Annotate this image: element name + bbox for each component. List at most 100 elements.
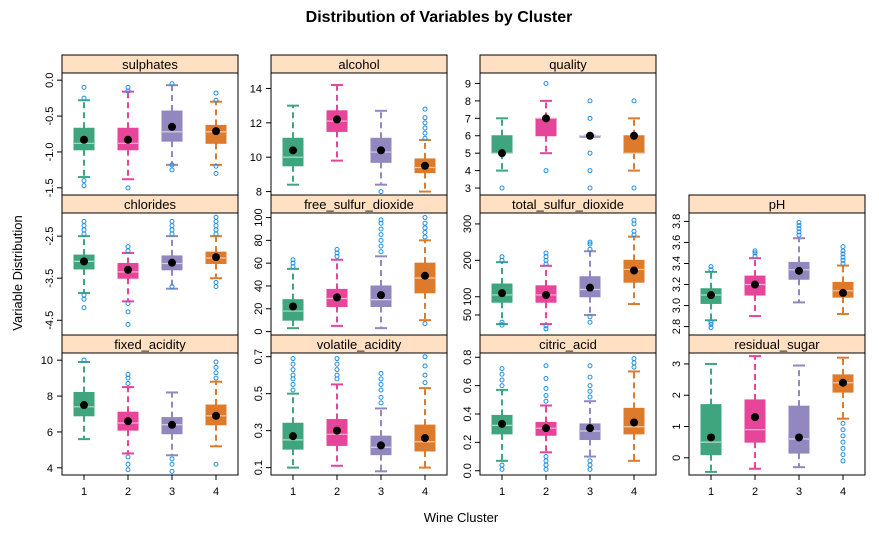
panel-frame-volatile_acidity [270,352,448,476]
outlier-point-3 [499,319,505,325]
outlier-point-5 [543,326,549,332]
y-tick-label-sulphates-0: 0.0 [44,73,56,88]
outlier-point-2 [587,383,593,389]
y-tick-label-fixed_acidity-3: 10 [41,355,53,367]
x-tick-label-citric_acid-3: 4 [631,486,637,498]
outlier-point-0 [125,381,131,386]
mean-point [80,401,88,410]
y-tick-label-free_sulfur_dioxide-3: 60 [253,257,265,269]
mean-point [333,426,341,435]
y-tick-label-pH-2: 3.2 [671,277,683,292]
y-tick-label-fixed_acidity-2: 8 [47,391,53,403]
outlier-point-2 [81,178,87,184]
outlier-point-2 [752,248,758,254]
y-tick-label-pH-1: 3.0 [671,298,683,313]
outlier-point-0 [708,267,714,273]
y-tick-label-fixed_acidity-0: 4 [47,463,53,475]
box-quality-4 [623,98,645,191]
mean-point [333,115,341,124]
y-axis-label: Variable Distribution [10,215,25,330]
outlier-point-3 [378,381,384,387]
outlier-point-1 [631,228,637,234]
panel-pH: pH 2.8 3.0 3.2 3.4 3.6 3.8 [671,194,866,336]
mean-point [839,378,847,387]
outlier-point-2 [213,223,219,229]
box-citric_acid-4 [623,356,645,462]
outlier-point-5 [290,361,296,367]
mean-point [377,291,385,300]
mean-point [168,258,176,267]
box-sulphates-3 [161,81,183,173]
mean-point [421,271,429,280]
box-residual_sugar-4 [832,356,854,464]
y-tick-label-quality-4: 7 [465,113,471,125]
outlier-point-1 [213,90,219,96]
outlier-point-2 [543,385,549,391]
outlier-point-3 [334,361,340,367]
panel-citric_acid: citric_acid 0.0 0.2 0.4 0.6 0.8 1 2 3 4 [462,334,657,498]
outlier-point-5 [378,220,384,226]
x-tick-label-fixed_acidity-0: 1 [81,486,87,498]
y-tick-label-total_sulfur_dioxide-2: 200 [462,251,474,269]
mean-point [124,265,132,274]
mean-point [498,419,506,428]
box-pH-1 [700,264,722,331]
panel-frame-alcohol [270,72,448,196]
x-tick-label-citric_acid-2: 3 [587,486,593,498]
y-tick-label-chlorides-1: -3.5 [44,269,56,288]
outlier-point-4 [213,461,219,467]
mean-point [751,280,759,289]
y-tick-label-citric_acid-2: 0.4 [462,406,474,421]
outlier-point-4 [334,356,340,362]
outlier-point-0 [81,95,87,101]
outlier-point-8 [543,466,549,472]
outlier-point-1 [422,372,428,378]
outlier-point-1 [499,254,505,260]
box-fixed_acidity-2 [117,372,139,473]
outlier-point-0 [81,357,87,363]
x-tick-label-fixed_acidity-3: 4 [213,486,219,498]
outlier-point-3 [378,232,384,238]
box-alcohol-2 [326,84,348,162]
outlier-point-3 [499,366,505,372]
x-tick-label-residual_sugar-0: 1 [708,486,714,498]
y-tick-label-free_sulfur_dioxide-4: 80 [253,234,265,246]
box-pH-3 [788,219,810,304]
outlier-point-4 [587,319,593,325]
mean-point [586,283,594,292]
outlier-point-0 [587,246,593,252]
box-chlorides-1 [73,218,95,311]
x-tick-label-volatile_acidity-1: 2 [334,486,340,498]
box-free_sulfur_dioxide-2 [326,246,348,327]
outlier-point-4 [796,219,802,225]
outlier-point-4 [587,185,593,191]
panel-frame-quality [479,72,657,196]
mean-point [751,413,759,422]
outlier-point-0 [422,380,428,386]
y-tick-label-residual_sugar-1: 1 [671,423,683,429]
x-tick-label-volatile_acidity-3: 4 [422,486,428,498]
outlier-point-0 [631,364,637,370]
outlier-point-2 [169,468,175,474]
outlier-point-3 [543,376,549,382]
y-tick-label-chlorides-2: -4.5 [44,311,56,330]
panel-strip-label-free_sulfur_dioxide: free_sulfur_dioxide [304,197,414,212]
x-tick-label-volatile_acidity-2: 3 [378,486,384,498]
outlier-point-2 [587,239,593,245]
outlier-point-2 [796,226,802,232]
y-tick-label-pH-3: 3.4 [671,256,683,271]
mean-point [630,418,638,427]
y-tick-label-pH-0: 2.8 [671,319,683,334]
x-tick-label-volatile_acidity-0: 1 [290,486,296,498]
outlier-point-1 [81,227,87,233]
panel-sulphates: sulphates 0.0 -0.5 -1.0 -1.5 [44,54,239,197]
panel-frame-residual_sugar [688,352,866,476]
outlier-point-1 [499,377,505,383]
outlier-point-1 [213,227,219,233]
mean-point [795,266,803,275]
outlier-point-4 [213,214,219,220]
outlier-point-2 [334,367,340,373]
outlier-point-0 [840,420,846,426]
x-tick-label-fixed_acidity-2: 3 [169,486,175,498]
